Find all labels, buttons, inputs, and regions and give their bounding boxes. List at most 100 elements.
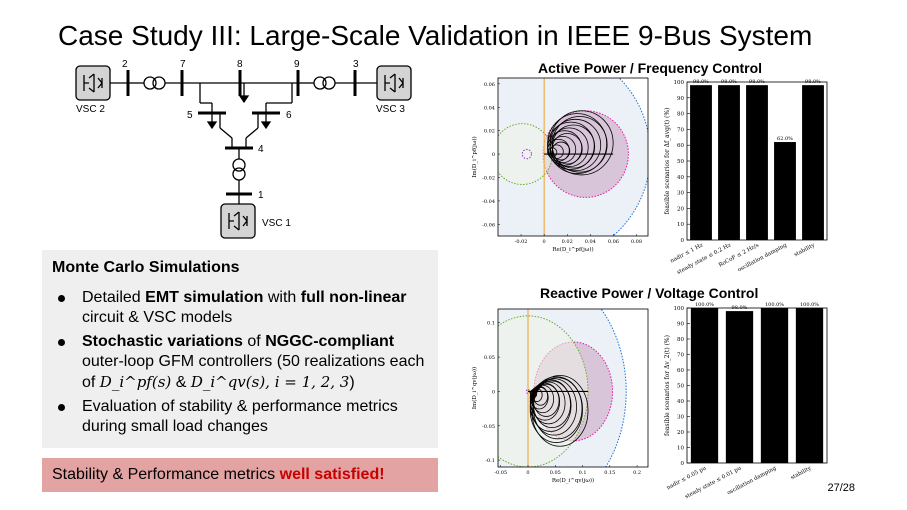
- y-axis-label: Im(D_i^qv(jω)): [471, 367, 478, 409]
- y-tick-label: -0.1: [485, 458, 495, 464]
- bar: [802, 85, 824, 240]
- y-tick-label: 20: [677, 430, 684, 436]
- x-tick-label: 0.06: [608, 239, 619, 245]
- nyquist-curve: [547, 113, 608, 174]
- monte-carlo-bullets: Detailed EMT simulation with full non-li…: [54, 288, 438, 441]
- bullet-stochastic: Stochastic variations of NGGC-compliant …: [54, 332, 438, 393]
- bus-label-5: 5: [187, 110, 193, 121]
- y-tick-label: -0.04: [482, 199, 495, 205]
- page-number: 27/28: [827, 482, 855, 494]
- data-label: 98.0%: [732, 305, 748, 311]
- region-circle: [521, 148, 532, 160]
- y-tick-label: -0.06: [482, 222, 495, 228]
- monte-carlo-heading: Monte Carlo Simulations: [52, 259, 240, 276]
- vsc1-converter-icon: [220, 203, 256, 239]
- result-prefix: Stability & Performance metrics: [52, 466, 280, 483]
- result-highlight: well satisfied!: [279, 466, 385, 483]
- y-tick-label: 0.05: [484, 355, 495, 361]
- plot-frame: [497, 77, 649, 237]
- y-tick-label: -0.02: [482, 175, 495, 181]
- y-tick-label: 10: [677, 222, 684, 228]
- y-tick-label: 0.1: [487, 321, 495, 327]
- y-tick-label: 70: [677, 353, 684, 359]
- data-label: 100.0%: [800, 302, 819, 308]
- y-tick-label: 80: [677, 112, 684, 118]
- data-label: 62.0%: [777, 136, 793, 142]
- y-axis-label: Im(D_i^pf(jω)): [471, 136, 478, 177]
- x-tick-label: 0.04: [585, 239, 596, 245]
- y-tick-label: 90: [677, 96, 684, 102]
- x-tick-label: 0.08: [631, 239, 642, 245]
- bus-label-7: 7: [180, 59, 186, 70]
- bar: [795, 308, 824, 463]
- y-tick-label: 70: [677, 127, 684, 133]
- y-tick-label: 0: [492, 152, 495, 158]
- y-tick-label: 10: [677, 446, 684, 452]
- slide-title: Case Study III: Large-Scale Validation i…: [58, 20, 813, 51]
- vsc3-converter-icon: [376, 65, 412, 101]
- y-tick-label: 0: [681, 461, 685, 467]
- bus-label-4: 4: [258, 144, 264, 155]
- vsc-label-1: VSC 1: [262, 218, 291, 229]
- y-tick-label: 0: [681, 238, 685, 244]
- bar: [690, 308, 719, 463]
- x-tick-label: 0.02: [562, 239, 573, 245]
- data-label: 100.0%: [695, 302, 714, 308]
- y-tick-label: 60: [677, 143, 684, 149]
- x-tick-label: -0.05: [494, 470, 507, 476]
- y-tick-label: 100: [674, 80, 685, 86]
- vsc2-converter-icon: [75, 65, 111, 101]
- y-tick-label: 30: [677, 415, 684, 421]
- nyquist-plot-active: -0.02 0 0.02 0.04 0.06 0.08 -0.06 -0.04 -0.02 0 0.…: [471, 77, 649, 253]
- y-tick-label: 20: [677, 206, 684, 212]
- bullet-emt: Detailed EMT simulation with full non-li…: [54, 288, 438, 328]
- bus-label-2: 2: [122, 59, 128, 70]
- nyquist-curve: [551, 116, 608, 173]
- y-tick-label: 0.02: [484, 129, 495, 135]
- nyquist-curve: [529, 376, 583, 443]
- bus-label-1: 1: [258, 190, 264, 201]
- x-tick-label: 0.15: [604, 470, 615, 476]
- active-chart-title: Active Power / Frequency Control: [538, 60, 763, 76]
- category-label: stability: [790, 465, 813, 481]
- y-tick-label: 30: [677, 191, 684, 197]
- plot-frame: [497, 308, 649, 468]
- nyquist-curve: [531, 375, 589, 447]
- nyquist-plot-reactive: -0.05 0 0.05 0.1 0.15 0.2-0.1-0.0500.050.1Re(…: [471, 308, 649, 484]
- category-label: stability: [793, 242, 816, 258]
- y-tick-label: 40: [677, 175, 684, 181]
- bus-label-9: 9: [294, 59, 300, 70]
- y-tick-label: 0.04: [484, 105, 495, 111]
- bar: [760, 308, 789, 463]
- bar: [774, 142, 796, 240]
- bar: [690, 85, 712, 240]
- y-tick-label: -0.05: [482, 424, 495, 430]
- y-tick-label: 40: [677, 399, 684, 405]
- x-tick-label: 0.05: [550, 470, 561, 476]
- y-tick-label: 80: [677, 337, 684, 343]
- y-tick-label: 50: [677, 384, 684, 390]
- y-tick-label: 0.06: [484, 82, 495, 88]
- bullet-evaluation: Evaluation of stability & performance me…: [54, 397, 438, 437]
- bar: [746, 85, 768, 240]
- data-label: 100.0%: [765, 302, 784, 308]
- region-circle: [498, 123, 553, 185]
- nyquist-curve: [533, 377, 583, 440]
- bar: [725, 311, 754, 463]
- y-tick-label: 90: [677, 322, 684, 328]
- x-tick-label: 0.2: [633, 470, 641, 476]
- bus-label-6: 6: [286, 110, 292, 121]
- data-label: 98.0%: [749, 79, 765, 85]
- y-axis-label: feasible scenarios for Δv_2(t) (%): [664, 335, 671, 436]
- y-tick-label: 0: [492, 389, 495, 395]
- y-axis-label: feasible scenarios for Δf_avg(t) (%): [664, 108, 671, 215]
- x-tick-label: 0.1: [579, 470, 587, 476]
- x-tick-label: 0: [526, 470, 529, 476]
- x-axis-label: Re(D_i^pf(jω)): [552, 246, 593, 253]
- category-label: oscillation damping: [737, 242, 789, 273]
- y-tick-label: 100: [674, 306, 685, 312]
- data-label: 98.0%: [693, 79, 709, 85]
- vsc-label-3: VSC 3: [376, 104, 405, 115]
